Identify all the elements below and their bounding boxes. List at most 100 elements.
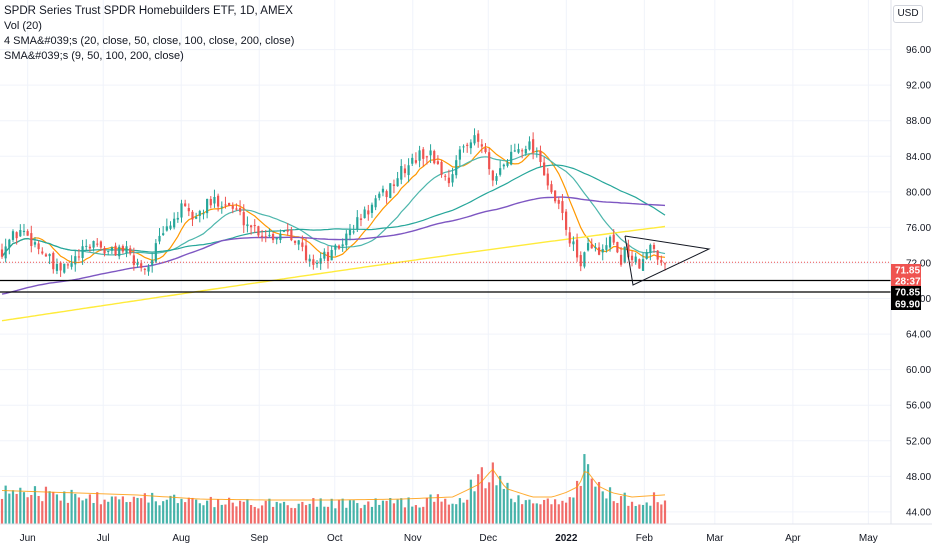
volume-bar — [290, 507, 293, 524]
x-tick-label: May — [859, 533, 878, 544]
volume-bar — [52, 491, 55, 524]
candle-body — [63, 263, 66, 273]
volume-bar — [147, 502, 150, 524]
volume-bar — [524, 500, 527, 524]
volume-bar — [572, 497, 575, 524]
volume-bar — [608, 487, 612, 524]
candle-body — [586, 243, 590, 251]
volume-bar — [118, 499, 121, 524]
volume-bar — [616, 502, 619, 524]
volume-bar — [249, 505, 253, 524]
candle-body — [469, 142, 472, 149]
candle-body — [293, 240, 297, 243]
volume-bar — [641, 504, 645, 524]
price-axis[interactable]: 44.0048.0052.0056.0060.0064.0068.0072.00… — [906, 45, 931, 518]
volume-bar — [623, 492, 626, 524]
volume-bar — [466, 499, 469, 524]
candle-body — [282, 230, 286, 232]
volume-bar — [275, 501, 278, 524]
x-tick-label: Feb — [636, 533, 654, 544]
volume-bar — [521, 504, 524, 524]
legend-title[interactable]: SPDR Series Trust SPDR Homebuilders ETF,… — [4, 5, 293, 17]
candle-body — [260, 235, 264, 237]
candle-body — [8, 239, 11, 248]
volume-bar — [499, 475, 502, 524]
volume-bar — [319, 498, 322, 524]
volume-bar — [154, 501, 157, 524]
volume-bar — [619, 496, 623, 524]
volume-bar — [396, 499, 399, 524]
candle-body — [381, 188, 385, 193]
volume-bar — [30, 494, 33, 524]
candle-body — [191, 211, 194, 220]
candle-body — [528, 141, 531, 150]
volume-bar — [535, 503, 538, 524]
candle-body — [601, 248, 604, 253]
volume-bar — [184, 502, 187, 524]
candle-body — [543, 162, 546, 176]
volume-bar — [99, 504, 102, 524]
x-tick-label: Mar — [706, 533, 724, 544]
volume-bar — [22, 492, 26, 524]
candle-body — [70, 263, 73, 267]
volume-bar — [88, 494, 92, 524]
candle-body — [484, 148, 487, 153]
volume-bar — [238, 500, 242, 524]
volume-bar — [191, 497, 194, 524]
volume-bar — [488, 482, 491, 524]
candle-body — [118, 246, 121, 257]
candle-body — [238, 208, 242, 212]
legend-volume[interactable]: Vol (20) — [4, 20, 42, 32]
volume-bar — [550, 504, 553, 524]
volume-bar — [228, 497, 231, 524]
candle-body — [103, 248, 106, 254]
candle-body — [608, 236, 612, 248]
volume-bar — [202, 505, 205, 524]
y-tick-label: 88.00 — [906, 116, 931, 127]
volume-bar — [392, 503, 396, 524]
volume-bar — [341, 498, 344, 524]
candle-body — [345, 233, 348, 246]
candle-body — [158, 235, 161, 242]
volume-bar — [92, 502, 95, 524]
legend-sma-set-2[interactable]: SMA&#039;s (9, 50, 100, 200, close) — [4, 50, 184, 62]
volume-bar — [293, 508, 297, 524]
candle-body — [652, 245, 656, 249]
volume-bar — [15, 493, 18, 524]
volume-bar — [477, 474, 480, 524]
candle-body — [257, 226, 260, 236]
x-tick-label: Sep — [250, 533, 268, 544]
candle-body — [392, 184, 396, 186]
triangle-pattern[interactable] — [624, 235, 711, 286]
volume-bar — [264, 500, 267, 524]
candle-body — [92, 241, 95, 248]
volume-bar — [315, 506, 319, 524]
volume-bar — [433, 501, 436, 524]
volume-ma-line — [1, 468, 666, 501]
volume-bar — [143, 493, 146, 524]
volume-bar — [594, 486, 597, 524]
time-axis[interactable]: Jun Jul Aug Sep Oct Nov Dec 2022 Feb Mar Apr May — [20, 533, 878, 544]
volume-bar — [638, 504, 641, 524]
candle-body — [231, 205, 234, 209]
currency-button[interactable]: USD — [893, 5, 923, 23]
candle-body — [48, 254, 51, 257]
price-tag-bg — [891, 298, 921, 310]
volume-bar — [605, 498, 608, 524]
candle-body — [389, 183, 392, 199]
candle-body — [561, 201, 564, 214]
candle-body — [121, 246, 124, 252]
legend-sma-set-1[interactable]: 4 SMA&#039;s (20, close, 50, close, 100,… — [4, 35, 295, 47]
volume-bar — [158, 505, 161, 524]
volume-bar — [121, 496, 124, 524]
volume-bar — [543, 499, 546, 524]
candle-body — [436, 161, 439, 164]
price-tag-bg — [891, 275, 921, 287]
candle-body — [30, 233, 33, 247]
candle-body — [649, 244, 652, 253]
volume-bar — [590, 478, 593, 524]
volume-bar — [422, 506, 425, 524]
volume-bar — [301, 501, 304, 524]
x-tick-label: Aug — [172, 533, 190, 544]
